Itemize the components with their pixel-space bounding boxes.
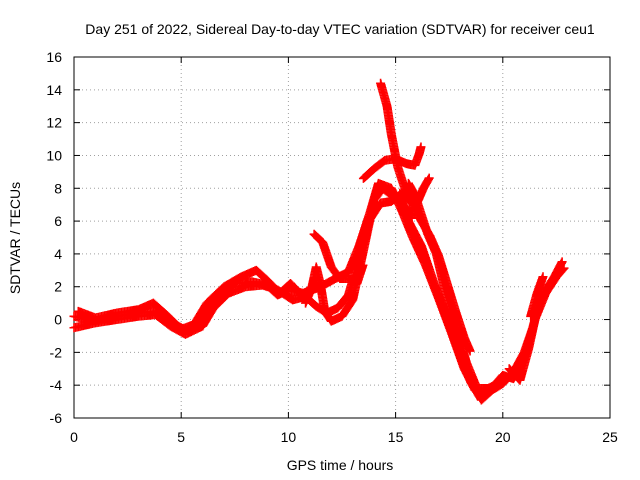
- x-tick-label: 25: [602, 429, 618, 445]
- y-tick-label: 8: [54, 180, 62, 196]
- grid: [74, 57, 610, 418]
- y-tick-label: -2: [50, 344, 63, 360]
- series-track-f: [358, 142, 426, 183]
- y-tick-label: 12: [46, 115, 62, 131]
- y-tick-label: 10: [46, 147, 62, 163]
- series-track-k: [526, 272, 548, 321]
- data-point: [538, 272, 548, 282]
- data-point: [424, 173, 434, 183]
- data-point: [492, 379, 502, 389]
- series-track-c: [73, 265, 326, 334]
- axes: [73, 56, 611, 419]
- y-tick-label: -6: [50, 410, 63, 426]
- series-track-i: [403, 178, 502, 393]
- y-tick-label: -4: [50, 377, 63, 393]
- x-tick-label: 5: [177, 429, 185, 445]
- data-point: [416, 142, 426, 152]
- y-tick-label: 2: [54, 279, 62, 295]
- data-marks: [69, 78, 569, 405]
- y-axis-label: SDTVAR / TECUs: [7, 182, 23, 294]
- x-axis-label: GPS time / hours: [287, 457, 394, 473]
- series-track-d: [301, 183, 417, 326]
- y-tick-label: 6: [54, 213, 62, 229]
- x-tick-label: 0: [70, 429, 78, 445]
- x-tick-label: 10: [281, 429, 297, 445]
- x-tick-label: 20: [495, 429, 511, 445]
- chart-title: Day 251 of 2022, Sidereal Day-to-day VTE…: [85, 21, 595, 37]
- y-tick-label: 16: [46, 49, 62, 65]
- tick-labels: 0 5 10 15 20 25 -6 -4 -2 0 2 4 6 8 10 12 14 16: [46, 49, 618, 445]
- y-tick-label: 0: [54, 312, 62, 328]
- plot-frame: [73, 56, 611, 419]
- data-point: [407, 213, 417, 223]
- y-tick-label: 14: [46, 82, 62, 98]
- data-point: [557, 257, 567, 267]
- y-tick-label: 4: [54, 246, 62, 262]
- series-track-e: [309, 229, 368, 288]
- series-track-j: [504, 257, 567, 385]
- x-tick-label: 15: [388, 429, 404, 445]
- data-point: [358, 260, 368, 270]
